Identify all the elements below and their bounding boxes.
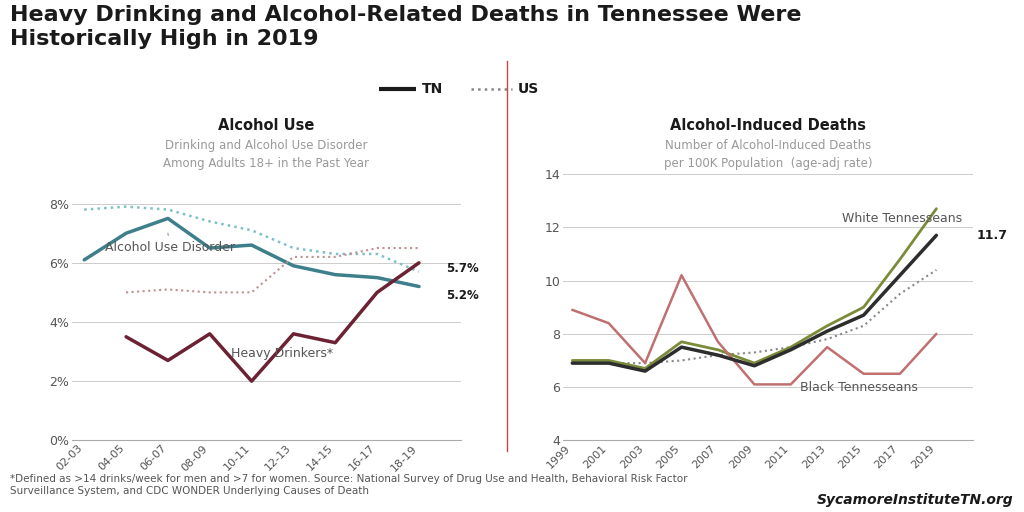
Text: Drinking and Alcohol Use Disorder
Among Adults 18+ in the Past Year: Drinking and Alcohol Use Disorder Among … (163, 139, 370, 170)
Text: Number of Alcohol-Induced Deaths
per 100K Population  (age-adj rate): Number of Alcohol-Induced Deaths per 100… (664, 139, 872, 170)
Text: Heavy Drinking and Alcohol-Related Deaths in Tennessee Were
Historically High in: Heavy Drinking and Alcohol-Related Death… (10, 5, 802, 49)
Text: *Defined as >14 drinks/week for men and >7 for women. Source: National Survey of: *Defined as >14 drinks/week for men and … (10, 474, 688, 497)
Text: 5.7%: 5.7% (446, 262, 479, 275)
Text: SycamoreInstituteTN.org: SycamoreInstituteTN.org (817, 493, 1014, 507)
Text: US: US (518, 82, 540, 96)
Text: White Tennesseans: White Tennesseans (842, 212, 962, 225)
Text: 5.2%: 5.2% (446, 289, 479, 302)
Text: Black Tennesseans: Black Tennesseans (800, 381, 918, 394)
Text: Alcohol Use Disorder: Alcohol Use Disorder (105, 233, 236, 254)
Text: TN: TN (422, 82, 443, 96)
Text: Alcohol Use: Alcohol Use (218, 118, 314, 133)
Text: Alcohol-Induced Deaths: Alcohol-Induced Deaths (670, 118, 866, 133)
Text: Heavy Drinkers*: Heavy Drinkers* (230, 348, 333, 360)
Text: 11.7: 11.7 (977, 229, 1008, 242)
